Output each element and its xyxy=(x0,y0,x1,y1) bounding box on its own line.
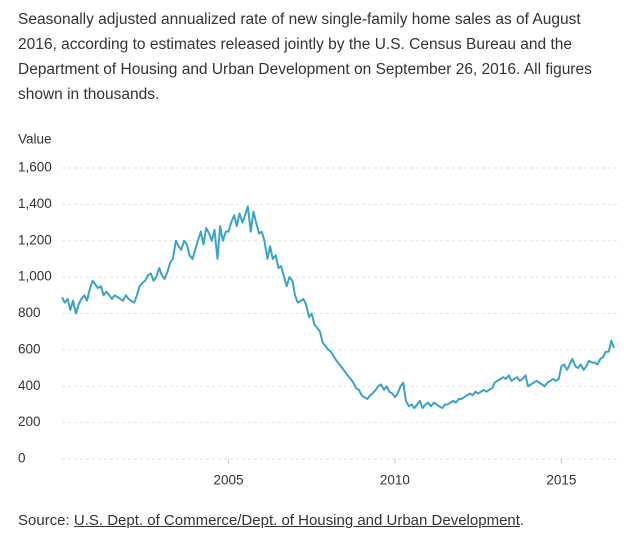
source-suffix: . xyxy=(519,512,525,529)
y-tick-label: 600 xyxy=(18,341,41,356)
x-tick-label: 2010 xyxy=(380,473,410,488)
y-axis-label: Value xyxy=(18,132,52,147)
x-tick-label: 2005 xyxy=(213,473,243,488)
source: Source: U.S. Dept. of Commerce/Dept. of … xyxy=(18,512,524,529)
y-tick-label: 0 xyxy=(18,451,26,466)
y-tick-label: 1,000 xyxy=(18,269,52,284)
description: Seasonally adjusted annualized rate of n… xyxy=(18,11,592,103)
y-tick-label: 400 xyxy=(18,378,41,393)
data-line xyxy=(61,205,615,410)
y-tick-label: 800 xyxy=(18,305,41,320)
y-tick-label: 200 xyxy=(18,414,41,429)
source-prefix: Source: xyxy=(18,512,70,529)
source-link[interactable]: U.S. Dept. of Commerce/Dept. of Housing … xyxy=(73,512,520,529)
y-tick-label: 1,400 xyxy=(18,196,52,211)
y-tick-label: 1,600 xyxy=(18,160,52,175)
y-tick-label: 1,200 xyxy=(18,232,52,247)
x-tick-label: 2015 xyxy=(546,473,576,488)
